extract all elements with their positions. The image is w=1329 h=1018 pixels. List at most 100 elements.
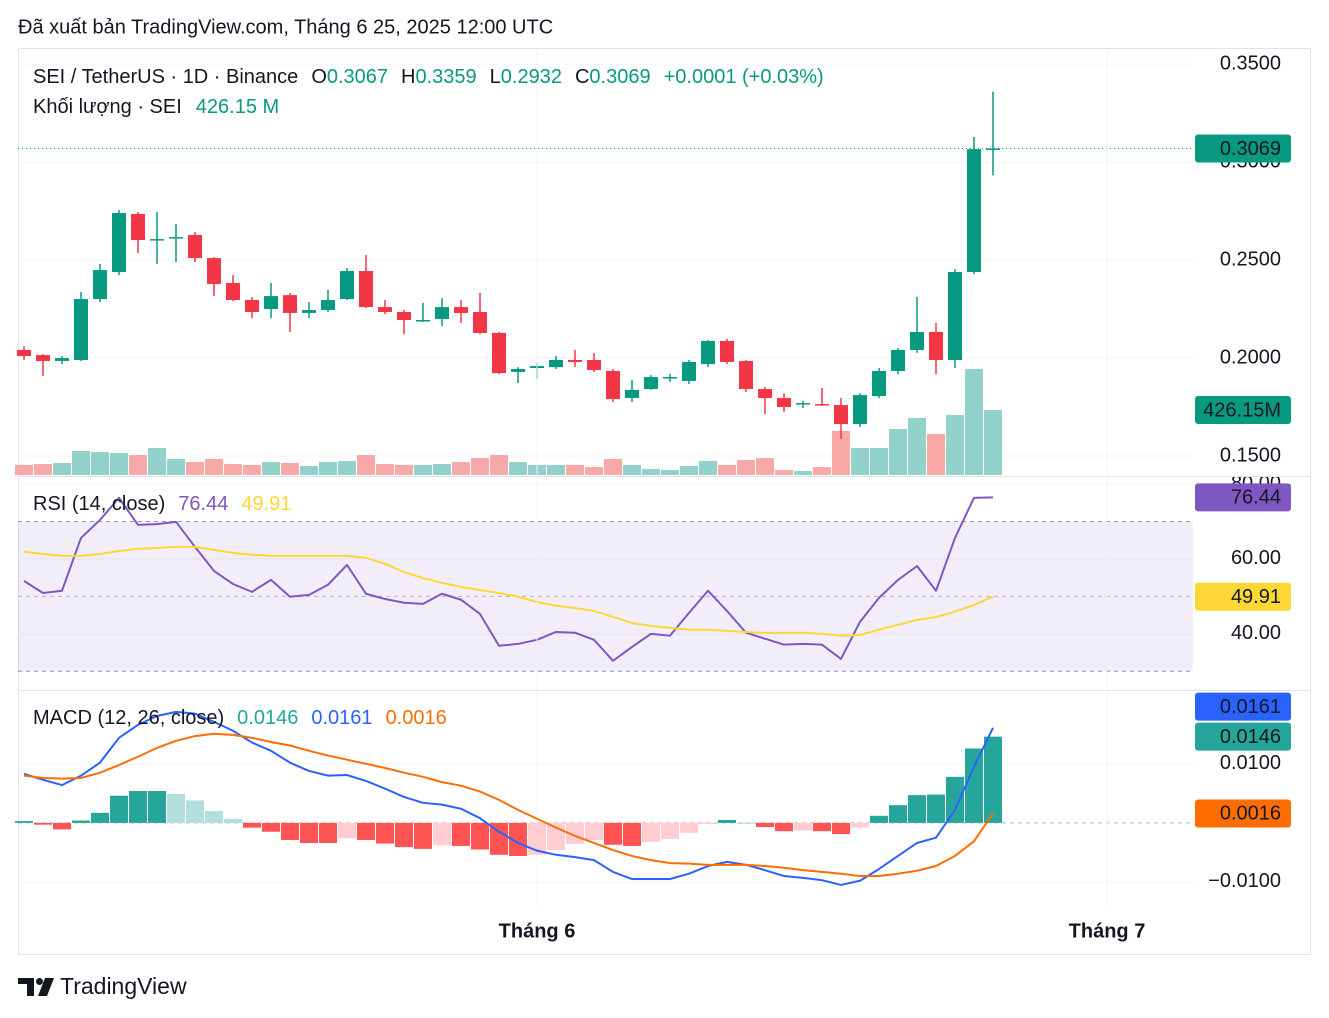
candle-body [55, 358, 69, 361]
candle-body [150, 239, 164, 241]
y-tick-label: 0.1500 [1220, 444, 1281, 466]
candle-body [169, 237, 183, 239]
volume-bar [509, 462, 527, 475]
candle-body [663, 377, 677, 379]
candle-body [587, 359, 601, 370]
volume-bar [490, 455, 508, 475]
candle-body [682, 361, 696, 381]
candle-body [777, 398, 791, 408]
rsi-title: RSI (14, close) [33, 493, 165, 515]
rsi-ma-value: 49.91 [241, 493, 291, 515]
volume-bar [91, 451, 109, 475]
volume-bar [262, 462, 280, 475]
price-tag-label: 49.91 [1231, 586, 1281, 608]
candle-body [74, 299, 88, 360]
candle-body [454, 307, 468, 313]
candle-body [796, 403, 810, 405]
histogram-bar [414, 822, 432, 849]
histogram-bar [832, 822, 850, 835]
ohlc-value: 0.3069 [589, 66, 650, 88]
volume-bar [984, 410, 1002, 475]
histogram-bar [224, 818, 242, 823]
volume-bar [281, 462, 299, 475]
ohlc-label: C [575, 66, 589, 88]
candle-body [188, 234, 202, 259]
volume-bar [338, 460, 356, 475]
volume-bar [699, 460, 717, 475]
macd-value: 0.0161 [311, 707, 372, 729]
ohlc-label: L [490, 66, 501, 88]
histogram-bar [490, 822, 508, 855]
volume-bar [205, 458, 223, 475]
histogram-bar [91, 812, 109, 823]
volume-bar [965, 369, 983, 475]
candle-body [112, 213, 126, 272]
price-tag [1195, 483, 1291, 512]
histogram-bar [604, 822, 622, 845]
candle-body [378, 307, 392, 312]
y-tick-label: 60.00 [1231, 547, 1281, 569]
candle-body [36, 355, 50, 361]
histogram-value: 0.0146 [237, 707, 298, 729]
histogram-bar [148, 791, 166, 823]
volume-bar [110, 453, 128, 475]
volume-bar [433, 464, 451, 475]
candle-body [872, 370, 886, 397]
volume-bar [832, 430, 850, 475]
ohlc-label: H [401, 66, 415, 88]
histogram-bar [110, 795, 128, 823]
legend-main: SEI / TetherUS · 1D · Binance O0.3067 H0.3… [33, 66, 824, 88]
volume-bar [186, 462, 204, 475]
histogram-bar [509, 822, 527, 856]
volume-bar [661, 469, 679, 475]
volume-bar [129, 455, 147, 475]
histogram-bar [889, 805, 907, 823]
frame [18, 48, 1311, 955]
y-tick-label: 0.2500 [1220, 248, 1281, 270]
histogram-bar [927, 794, 945, 823]
candle-body [321, 300, 335, 311]
x-tick-label: Tháng 7 [1069, 920, 1146, 942]
histogram-bar [319, 822, 337, 843]
candle-body [245, 300, 259, 312]
ohlc-label: O [311, 66, 327, 88]
candle-body [967, 149, 981, 272]
histogram-bar [471, 822, 489, 850]
volume-bar [72, 451, 90, 475]
price-tag-label: 426.15M [1203, 399, 1281, 421]
candle-body [948, 271, 962, 360]
histogram-bar [908, 795, 926, 823]
volume-bar [148, 448, 166, 475]
histogram-bar [186, 800, 204, 823]
candle-body [131, 213, 145, 241]
y-tick-label: 0.0100 [1220, 752, 1281, 774]
volume-bar [15, 464, 33, 475]
ohlc-value: 0.3359 [416, 66, 477, 88]
y-tick-label: 0.3500 [1220, 52, 1281, 74]
volume-bar [376, 464, 394, 475]
price-tag [1195, 134, 1291, 163]
histogram-bar [395, 822, 413, 848]
histogram-bar [870, 815, 888, 823]
histogram-bar [15, 821, 33, 823]
ohlc-value: 0.3067 [327, 66, 388, 88]
brand: TradingView [60, 973, 187, 999]
histogram-bar [34, 822, 52, 825]
price-tag [1195, 692, 1291, 721]
logo-mark [18, 978, 34, 996]
volume-bar [642, 469, 660, 475]
volume-bar [870, 448, 888, 475]
candle-body [625, 389, 639, 399]
volume-name: Khối lượng · SEI [33, 96, 182, 118]
volume-bar [908, 417, 926, 475]
candle-body [644, 377, 658, 389]
header: Đã xuất bản TradingView.com, Tháng 6 25,… [18, 16, 553, 38]
price-tag-label: 0.0161 [1220, 696, 1281, 718]
volume-bar [34, 464, 52, 475]
logo-mark [36, 978, 43, 985]
candle-body [511, 369, 525, 372]
histogram-bar [357, 822, 375, 841]
candle-body [93, 270, 107, 300]
candle-body [340, 271, 354, 300]
y-tick-label: −0.0100 [1208, 870, 1281, 892]
